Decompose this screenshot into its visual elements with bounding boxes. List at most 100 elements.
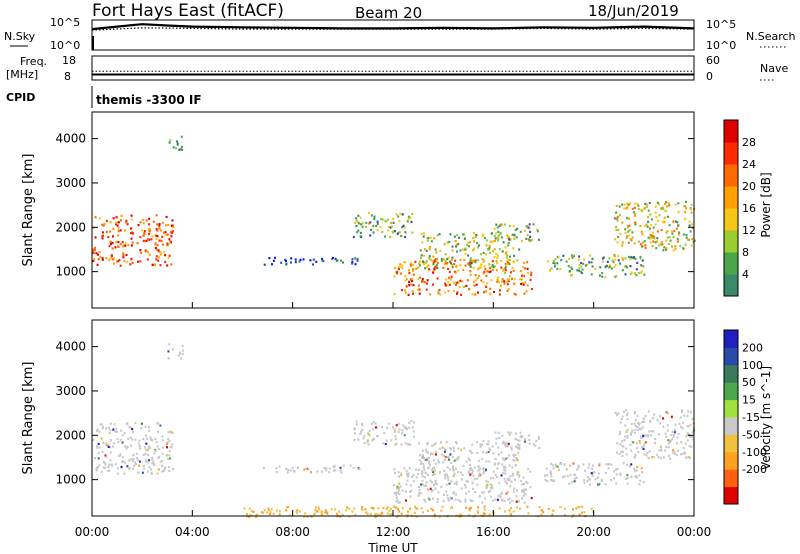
echo-cell-4 [405,483,408,486]
echo-cell-4 [403,261,406,264]
echo-cell-0 [124,242,127,245]
echo-cell-4 [486,483,489,487]
echo-cell-9 [422,511,424,514]
echo-cell-8 [678,422,681,425]
echo-cell-3 [387,225,390,229]
echo-cell-0 [148,429,151,432]
echo-cell-7 [570,274,572,277]
echo-cell-0 [119,453,122,456]
echo-cell-9 [498,507,501,510]
echo-cell-0 [105,219,108,223]
echo-cell-4 [519,278,522,281]
echo-cell-4 [423,476,426,479]
echo-cell-5 [435,251,438,254]
echo-cell-2 [310,471,312,474]
freq-label: Freq. [20,55,47,68]
echo-cell-8 [642,435,645,438]
echo-cell-5 [502,440,505,443]
echo-cell-6 [494,431,497,434]
echo-cell-4 [399,263,402,266]
echo-cell-4 [425,484,428,487]
echo-cell-4 [418,288,421,291]
echo-cell-4 [454,282,457,285]
echo-cell-7 [621,257,624,260]
echo-cell-0 [171,219,174,222]
echo-cell-4 [450,480,453,483]
echo-cell-8 [680,441,683,444]
echo-cell-4 [510,480,513,483]
echo-cell-0 [132,458,135,461]
echo-cell-4 [461,280,464,283]
echo-cell-0 [127,437,130,440]
echo-cell-6 [495,223,498,226]
echo-cell-4 [518,474,521,477]
echo-cell-9 [386,512,389,515]
echo-cell-2 [342,464,345,467]
echo-cell-5 [494,457,497,460]
echo-cell-4 [444,278,447,281]
echo-cell-4 [395,491,398,494]
echo-cell-5 [504,465,507,469]
echo-cell-4 [488,271,491,274]
echo-cell-3 [390,439,393,442]
echo-cell-7 [639,479,642,482]
echo-cell-4 [459,279,462,282]
echo-cell-1 [172,146,175,149]
echo-cell-0 [154,234,157,237]
echo-cell-4 [504,263,507,266]
echo-cell-0 [168,439,171,442]
echo-cell-8 [674,247,677,250]
echo-cell-8 [672,449,674,452]
echo-cell-0 [128,425,131,428]
echo-cell-8 [626,434,629,437]
echo-cell-3 [360,430,362,434]
echo-cell-9 [390,513,393,516]
echo-cell-5 [488,447,491,450]
echo-cell-4 [412,273,415,276]
echo-cell-5 [513,459,516,462]
echo-cell-4 [496,280,499,283]
echo-cell-8 [647,215,650,219]
echo-cell-4 [444,284,447,287]
echo-cell-9 [386,506,389,509]
echo-cell-4 [525,480,528,483]
echo-cell-5 [431,469,433,472]
echo-cell-8 [631,207,634,210]
echo-cell-3 [381,218,384,221]
echo-cell-3 [367,433,370,436]
echo-cell-3 [397,215,400,218]
echo-cell-2 [351,262,354,265]
echo-cell-3 [401,429,404,432]
echo-cell-7 [633,467,636,470]
echo-cell-0 [139,221,142,224]
echo-cell-7 [572,462,575,465]
colorbar-bin [724,120,738,143]
echo-cell-5 [512,247,515,250]
echo-cell-0 [128,459,131,462]
nsearch-label: N.Search [746,30,796,43]
echo-cell-4 [426,487,429,491]
echo-cell-5 [472,236,475,240]
echo-cell-0 [94,246,97,249]
echo-cell-2 [278,465,281,468]
echo-cell-9 [515,506,518,509]
echo-cell-8 [638,442,641,445]
echo-cell-8 [640,209,643,212]
power-colorbar-tick: 16 [742,202,756,215]
echo-cell-8 [688,220,691,223]
echo-cell-7 [639,255,642,259]
echo-cell-8 [680,409,683,412]
echo-cell-4 [427,496,430,499]
echo-cell-9 [243,507,246,510]
echo-cell-8 [684,217,687,221]
echo-cell-3 [373,217,376,221]
echo-cell-0 [130,458,133,461]
echo-cell-8 [650,234,653,237]
echo-cell-4 [522,266,525,269]
echo-cell-4 [503,499,506,502]
echo-cell-5 [469,241,472,244]
echo-cell-9 [296,509,299,512]
echo-cell-2 [294,258,297,261]
echo-cell-5 [467,470,470,474]
echo-cell-0 [159,251,162,254]
